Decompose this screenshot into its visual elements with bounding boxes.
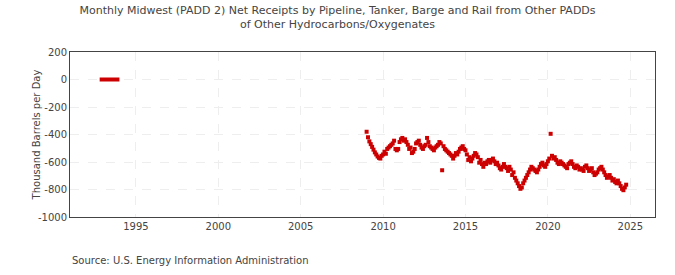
svg-text:-800: -800 bbox=[44, 184, 67, 195]
svg-text:2005: 2005 bbox=[288, 221, 313, 232]
svg-text:-1000: -1000 bbox=[38, 212, 67, 223]
svg-text:-200: -200 bbox=[44, 102, 67, 113]
svg-text:-600: -600 bbox=[44, 157, 67, 168]
svg-text:2000: 2000 bbox=[206, 221, 231, 232]
svg-text:2010: 2010 bbox=[370, 221, 395, 232]
svg-text:-400: -400 bbox=[44, 129, 67, 140]
svg-text:1995: 1995 bbox=[123, 221, 148, 232]
svg-text:200: 200 bbox=[48, 47, 67, 58]
svg-text:0: 0 bbox=[61, 74, 67, 85]
svg-text:Thousand Barrels per Day: Thousand Barrels per Day bbox=[31, 70, 42, 201]
svg-text:2025: 2025 bbox=[618, 221, 643, 232]
svg-text:2015: 2015 bbox=[453, 221, 478, 232]
svg-text:Monthly Midwest (PADD 2) Net R: Monthly Midwest (PADD 2) Net Receipts by… bbox=[79, 4, 595, 31]
svg-text:Source: U.S. Energy Informatio: Source: U.S. Energy Information Administ… bbox=[72, 255, 309, 266]
svg-text:2020: 2020 bbox=[535, 221, 560, 232]
